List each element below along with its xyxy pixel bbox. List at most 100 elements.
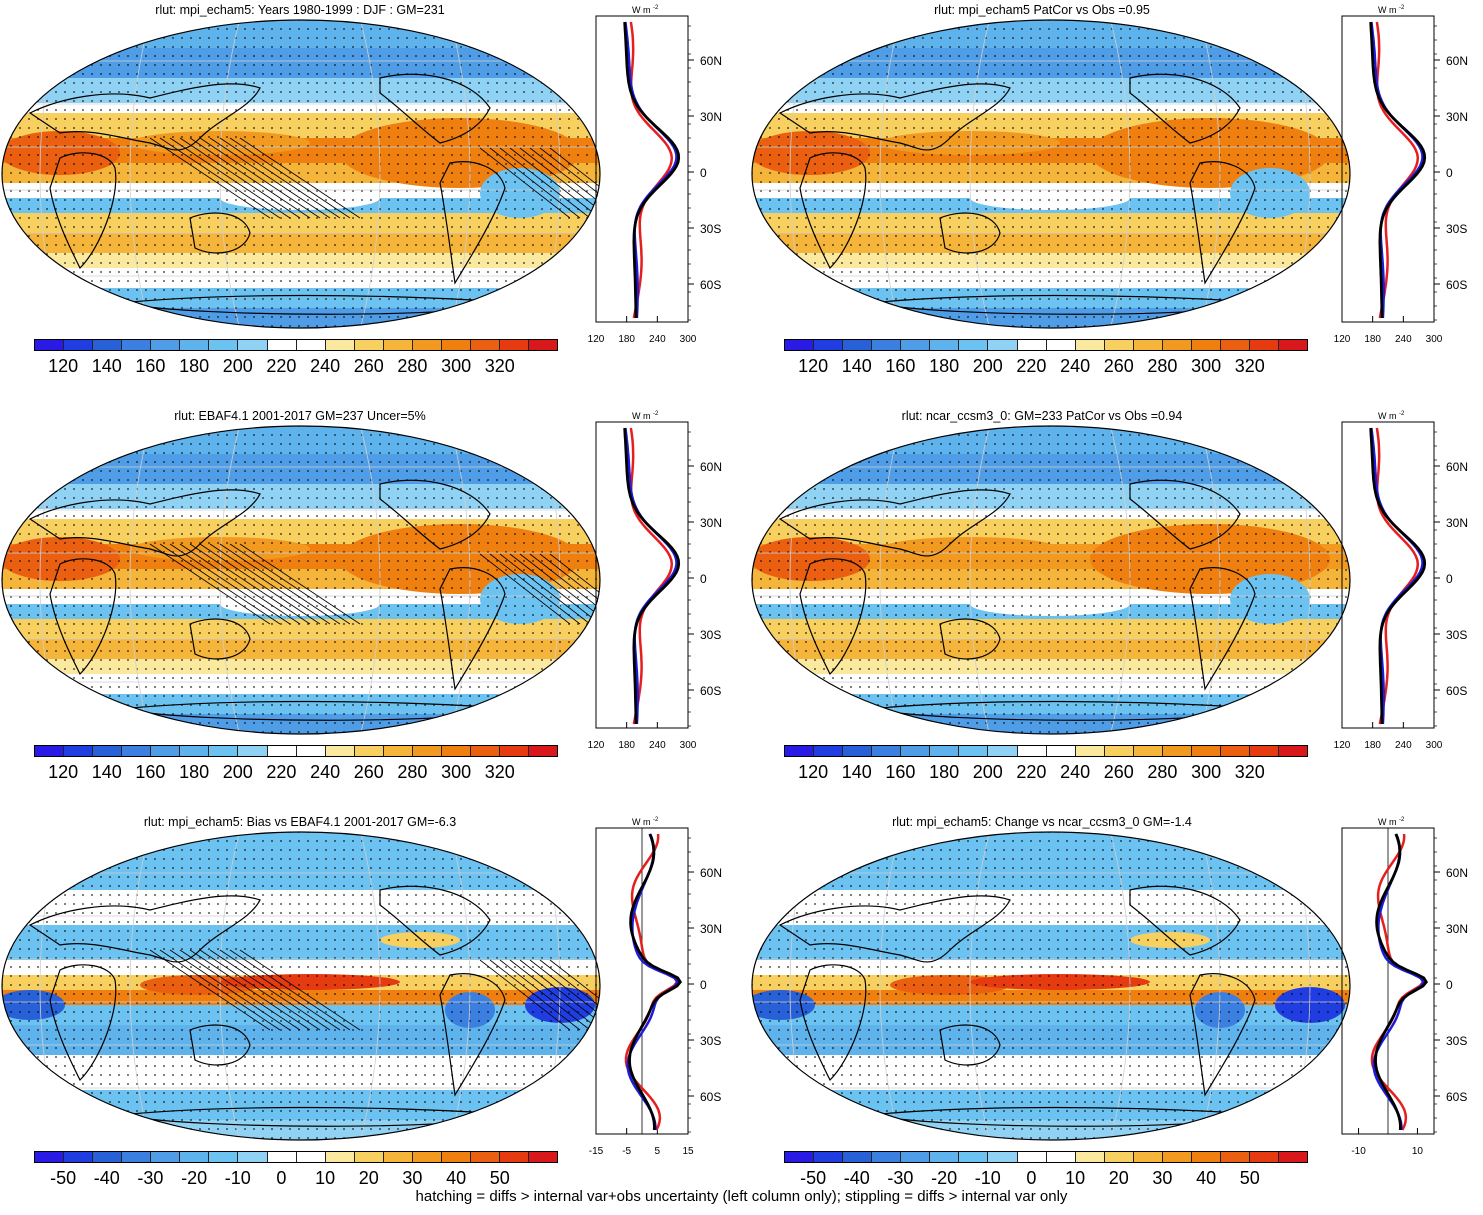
colorbar-swatch (785, 1152, 815, 1162)
zonal-units-sup: -2 (1399, 5, 1405, 11)
colorbar-label: 260 (1103, 356, 1134, 376)
colorbar-label: 0 (1026, 1168, 1037, 1188)
coastline (1189, 161, 1256, 285)
colorbar-label: -30 (137, 1168, 164, 1188)
world-map (751, 831, 1351, 1141)
colorbar-label: 180 (179, 762, 210, 782)
colorbar (784, 1151, 1308, 1163)
colorbar-swatch (1250, 340, 1280, 350)
map-border (1, 425, 601, 735)
coastline (379, 73, 491, 144)
colorbar-swatch (930, 340, 960, 350)
panel-title: rlut: mpi_echam5: Bias vs EBAF4.1 2001-2… (143, 815, 457, 829)
colorbar-swatch (470, 340, 500, 350)
lat-label: 30S (700, 628, 721, 642)
lat-label: 60N (700, 460, 722, 474)
colorbar (784, 745, 1308, 757)
coastline (799, 152, 867, 270)
colorbar-label: 320 (1234, 762, 1265, 782)
panel-3: rlut: EBAF4.1 2001-2017 GM=237 Uncer=5% … (0, 406, 740, 796)
x-tick-label: 300 (680, 334, 697, 345)
colorbar-swatch (1250, 1152, 1280, 1162)
colorbar-swatch (1017, 1152, 1047, 1162)
x-tick-label: 300 (1426, 334, 1443, 345)
colorbar-swatch (412, 746, 442, 756)
colorbar-swatch (122, 1152, 152, 1162)
colorbar-swatch (151, 340, 181, 350)
stippling (752, 20, 1350, 328)
coastline (28, 489, 261, 557)
colorbar-swatch (1250, 746, 1280, 756)
colorbar (784, 339, 1308, 351)
colorbar-label: 0 (276, 1168, 287, 1188)
graticule-line (879, 832, 901, 1140)
colorbar-swatch (959, 340, 989, 350)
colorbar-swatch (500, 340, 530, 350)
graticule-line (359, 426, 381, 734)
colorbar-label: 300 (441, 356, 472, 376)
colorbar-label: 320 (1234, 356, 1265, 376)
colorbar-label: 120 (48, 762, 79, 782)
zonal-frame (1341, 15, 1435, 323)
coastline (939, 212, 1001, 254)
colorbar-label: 120 (798, 356, 829, 376)
lat-label: 30N (1446, 110, 1468, 124)
colorbar-swatch (412, 340, 442, 350)
colorbar-swatch (267, 340, 297, 350)
colorbar-label: 200 (972, 356, 1003, 376)
colorbar-swatch (470, 746, 500, 756)
map-border (1, 831, 601, 1141)
colorbar-swatch (267, 1152, 297, 1162)
colorbar-label: -10 (974, 1168, 1001, 1188)
colorbar-label: 180 (929, 356, 960, 376)
x-tick-label: 10 (1412, 1146, 1424, 1157)
zonal-mean-plot: W m -2 60N 30N 0 30S 60S -15 -5 5 15 (589, 817, 722, 1157)
hatching (149, 949, 600, 1031)
graticule-line (1109, 20, 1131, 328)
colorbar-swatch (122, 340, 152, 350)
lat-label: 30S (700, 1034, 721, 1048)
graticule-line (1199, 832, 1221, 1140)
zonal-curve (1369, 21, 1427, 319)
colorbar-label: 320 (484, 762, 515, 782)
coastline (28, 83, 261, 151)
coastline (1129, 479, 1241, 550)
zonal-curve (1369, 427, 1427, 725)
x-tick-label: 300 (1426, 740, 1443, 751)
colorbar-label: 10 (1065, 1168, 1086, 1188)
coastline (778, 83, 1011, 151)
colorbar-label: 300 (441, 762, 472, 782)
colorbar-swatch (814, 746, 844, 756)
colorbar-swatch (122, 746, 152, 756)
stippling (752, 832, 1350, 1140)
x-tick-label: 240 (649, 740, 666, 751)
colorbar-label: 280 (1147, 356, 1178, 376)
lat-label: 60S (700, 684, 721, 698)
map-border (751, 831, 1351, 1141)
lat-label: 30S (1446, 222, 1467, 236)
lat-label: 30N (700, 110, 722, 124)
colorbar-label: 30 (1152, 1168, 1173, 1188)
panel-title: rlut: mpi_echam5 PatCor vs Obs =0.95 (934, 3, 1150, 17)
colorbar-swatch (988, 1152, 1018, 1162)
colorbar-label: 280 (397, 356, 428, 376)
colorbar-swatch (843, 1152, 873, 1162)
stippling (2, 426, 600, 734)
graticule-line (219, 20, 241, 328)
colorbar-swatch (1046, 340, 1076, 350)
colorbar-swatch (1133, 1152, 1163, 1162)
graticule-line (969, 426, 991, 734)
colorbar-swatch (35, 746, 65, 756)
colorbar (34, 1151, 558, 1163)
graticule-line (129, 832, 151, 1140)
graticule-line (1109, 832, 1131, 1140)
x-tick-label: 15 (682, 1146, 694, 1157)
zonal-curve (628, 833, 683, 1131)
colorbar-label: 50 (489, 1168, 510, 1188)
x-tick-label: -5 (622, 1146, 631, 1157)
zonal-units: W m (632, 817, 651, 827)
colorbar-swatch (325, 340, 355, 350)
zonal-mean-plot: W m -2 60N 30N 0 30S 60S 120 180 240 300 (588, 5, 722, 345)
zonal-mean-plot: W m -2 60N 30N 0 30S 60S 120 180 240 300 (1334, 411, 1468, 751)
world-map (751, 425, 1351, 735)
